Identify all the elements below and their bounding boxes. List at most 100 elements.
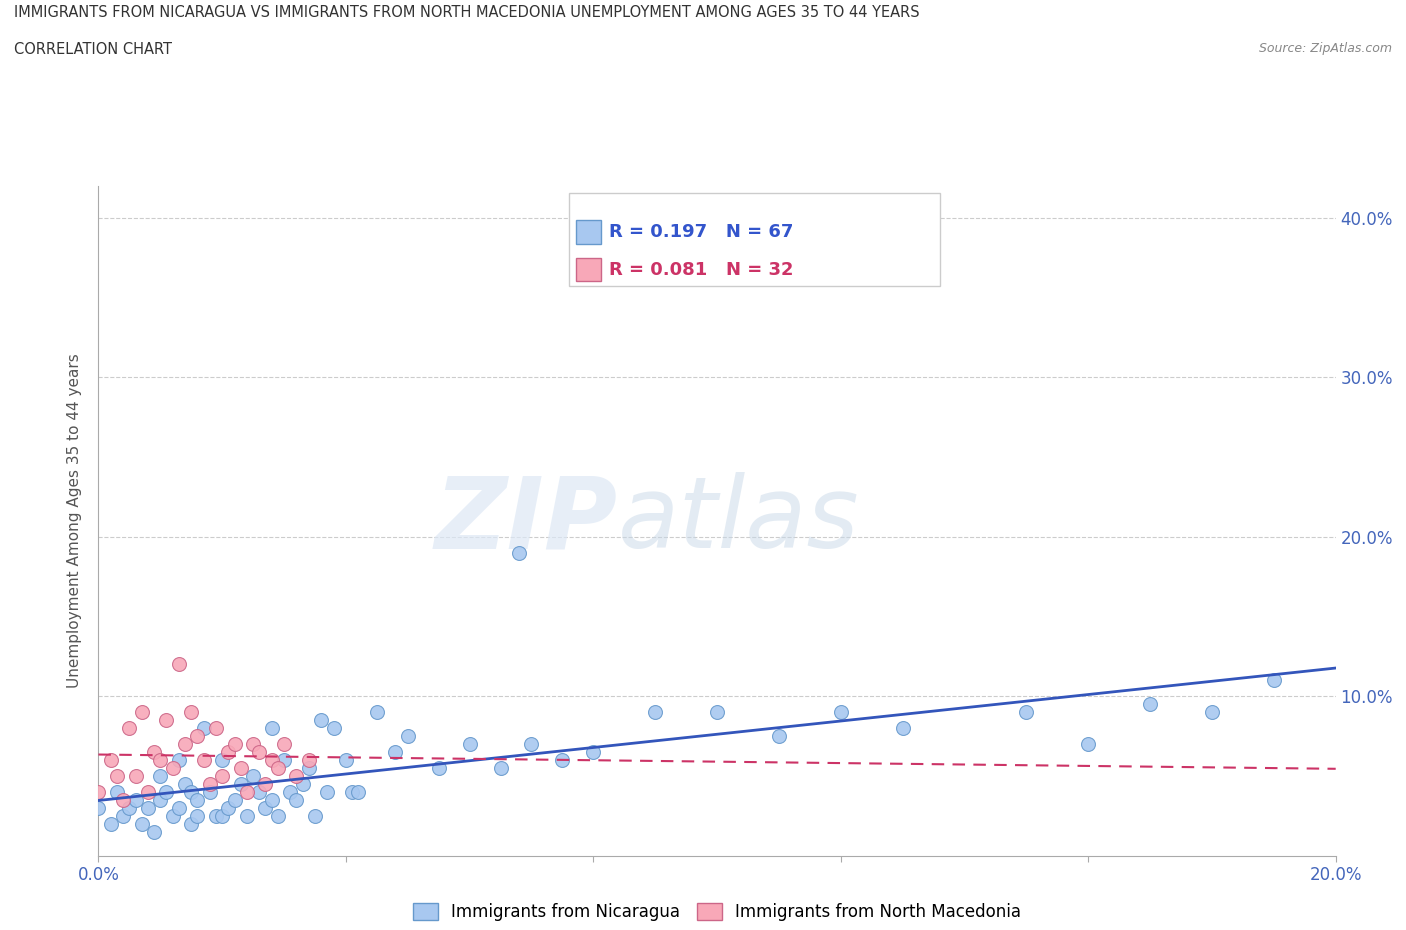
Point bbox=[205, 808, 228, 823]
Point bbox=[347, 784, 370, 799]
Point bbox=[891, 721, 914, 736]
Point bbox=[143, 824, 166, 839]
Point bbox=[384, 745, 406, 760]
Point bbox=[267, 761, 290, 776]
Point bbox=[236, 808, 259, 823]
Point bbox=[186, 728, 208, 743]
Point bbox=[149, 752, 172, 767]
Point bbox=[1139, 697, 1161, 711]
Point bbox=[205, 721, 228, 736]
Point bbox=[136, 784, 159, 799]
Point bbox=[180, 705, 202, 720]
Point bbox=[180, 784, 202, 799]
Point bbox=[167, 801, 190, 816]
Point bbox=[1263, 672, 1285, 687]
Point bbox=[162, 761, 184, 776]
Point bbox=[273, 737, 295, 751]
Text: R = 0.197   N = 67: R = 0.197 N = 67 bbox=[609, 223, 794, 241]
Point bbox=[112, 808, 135, 823]
Point bbox=[260, 721, 283, 736]
Point bbox=[706, 705, 728, 720]
Point bbox=[180, 817, 202, 831]
Point bbox=[211, 752, 233, 767]
Point bbox=[112, 792, 135, 807]
Point bbox=[105, 784, 128, 799]
Point bbox=[118, 801, 141, 816]
Point bbox=[236, 784, 259, 799]
Point bbox=[155, 712, 177, 727]
Point bbox=[167, 752, 190, 767]
Point bbox=[124, 768, 146, 783]
Point bbox=[131, 705, 153, 720]
Point bbox=[100, 752, 122, 767]
Text: R = 0.081   N = 32: R = 0.081 N = 32 bbox=[609, 260, 794, 279]
Point bbox=[149, 768, 172, 783]
Point bbox=[260, 792, 283, 807]
Point bbox=[155, 784, 177, 799]
Point bbox=[229, 777, 252, 791]
Text: CORRELATION CHART: CORRELATION CHART bbox=[14, 42, 172, 57]
Point bbox=[100, 817, 122, 831]
Point bbox=[285, 792, 308, 807]
Point bbox=[118, 721, 141, 736]
Point bbox=[1201, 705, 1223, 720]
Point bbox=[162, 808, 184, 823]
Point bbox=[149, 792, 172, 807]
Point bbox=[582, 745, 605, 760]
Point bbox=[105, 768, 128, 783]
Text: IMMIGRANTS FROM NICARAGUA VS IMMIGRANTS FROM NORTH MACEDONIA UNEMPLOYMENT AMONG : IMMIGRANTS FROM NICARAGUA VS IMMIGRANTS … bbox=[14, 5, 920, 20]
Point bbox=[278, 784, 301, 799]
Point bbox=[136, 801, 159, 816]
Point bbox=[193, 721, 215, 736]
Point bbox=[217, 801, 239, 816]
Point bbox=[458, 737, 481, 751]
Point bbox=[285, 768, 308, 783]
Point bbox=[186, 808, 208, 823]
Point bbox=[167, 657, 190, 671]
Point bbox=[198, 784, 221, 799]
Point bbox=[229, 761, 252, 776]
Point bbox=[211, 768, 233, 783]
Point bbox=[304, 808, 326, 823]
Text: Source: ZipAtlas.com: Source: ZipAtlas.com bbox=[1258, 42, 1392, 55]
Point bbox=[508, 545, 530, 560]
Point bbox=[211, 808, 233, 823]
Point bbox=[217, 745, 239, 760]
Point bbox=[260, 752, 283, 767]
Point bbox=[242, 737, 264, 751]
Point bbox=[174, 777, 197, 791]
Point bbox=[224, 737, 246, 751]
Point bbox=[247, 745, 270, 760]
Point bbox=[174, 737, 197, 751]
Point bbox=[768, 728, 790, 743]
Legend: Immigrants from Nicaragua, Immigrants from North Macedonia: Immigrants from Nicaragua, Immigrants fr… bbox=[406, 897, 1028, 927]
Point bbox=[124, 792, 146, 807]
Point bbox=[551, 752, 574, 767]
Point bbox=[396, 728, 419, 743]
Point bbox=[366, 705, 388, 720]
Point bbox=[427, 761, 450, 776]
Point bbox=[87, 801, 110, 816]
Point bbox=[131, 817, 153, 831]
Text: atlas: atlas bbox=[619, 472, 859, 569]
Point bbox=[254, 777, 277, 791]
Point bbox=[87, 784, 110, 799]
Point bbox=[143, 745, 166, 760]
Point bbox=[254, 801, 277, 816]
Y-axis label: Unemployment Among Ages 35 to 44 years: Unemployment Among Ages 35 to 44 years bbox=[67, 353, 83, 688]
Point bbox=[1015, 705, 1038, 720]
Point bbox=[242, 768, 264, 783]
Point bbox=[224, 792, 246, 807]
Point bbox=[489, 761, 512, 776]
Point bbox=[247, 784, 270, 799]
Point bbox=[644, 705, 666, 720]
Point bbox=[1077, 737, 1099, 751]
Point bbox=[298, 752, 321, 767]
Point bbox=[267, 808, 290, 823]
Point bbox=[198, 777, 221, 791]
Point bbox=[520, 737, 543, 751]
Point bbox=[322, 721, 344, 736]
Point bbox=[335, 752, 357, 767]
Point bbox=[193, 752, 215, 767]
Point bbox=[291, 777, 314, 791]
